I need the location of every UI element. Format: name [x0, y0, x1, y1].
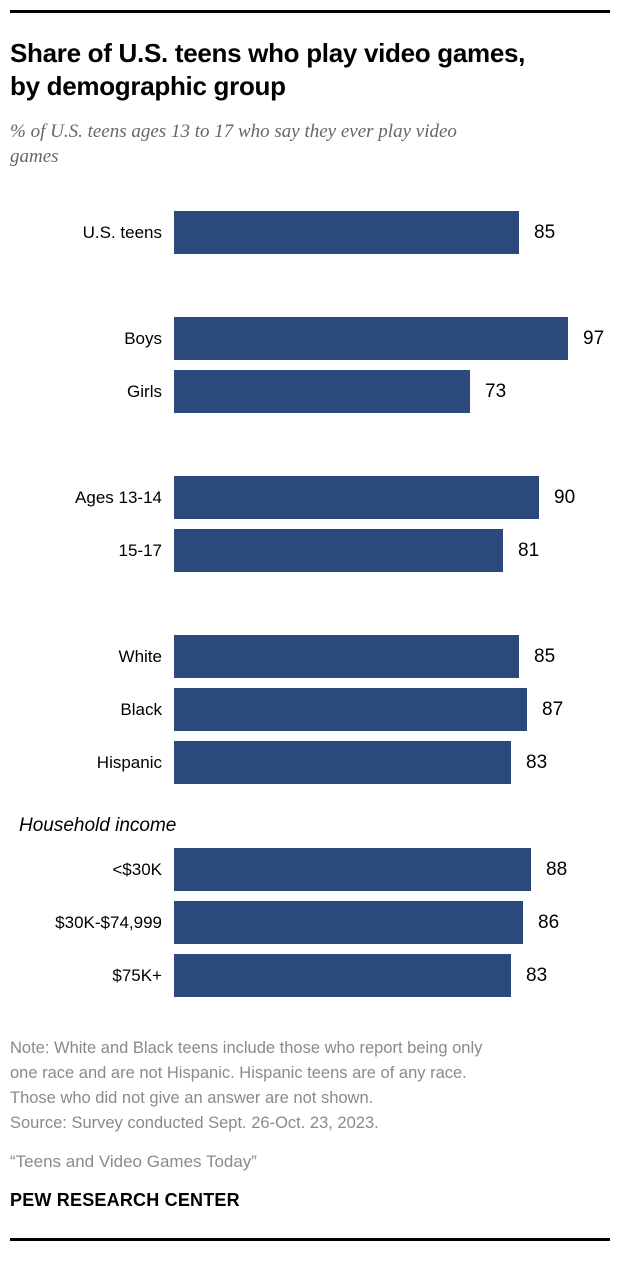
- page-title: Share of U.S. teens who play video games…: [10, 38, 526, 102]
- footer: Note: White and Black teens include thos…: [10, 1036, 610, 1211]
- bar-row: Hispanic 83: [10, 741, 610, 785]
- bar-label: White: [118, 646, 162, 666]
- bar: [174, 635, 519, 679]
- page-subtitle: % of U.S. teens ages 13 to 17 who say th…: [10, 120, 457, 167]
- bar-label: Girls: [127, 381, 162, 401]
- note-line: Note: White and Black teens include thos…: [10, 1039, 483, 1058]
- bar-value: 83: [526, 964, 548, 986]
- bar-chart: U.S. teens 85 Boys 97 Girls 73 Ages 13-1…: [10, 211, 610, 998]
- bar-value: 88: [546, 858, 568, 880]
- bar-row: Ages 13-14 90: [10, 476, 610, 520]
- bar-label: $30K-$74,999: [55, 912, 162, 932]
- bar: [174, 688, 527, 732]
- chart-group-income: Household income <$30K 88 $30K-$74,999 8…: [10, 815, 610, 998]
- bar-row: Girls 73: [10, 370, 610, 414]
- bar-label: 15-17: [118, 540, 162, 560]
- bottom-rule: [10, 1238, 610, 1242]
- source-line: Source: Survey conducted Sept. 26-Oct. 2…: [10, 1114, 379, 1133]
- bar-label: $75K+: [112, 965, 162, 985]
- bar-row: Black 87: [10, 688, 610, 732]
- bar-row: <$30K 88: [10, 848, 610, 892]
- chart-group-age: Ages 13-14 90 15-17 81: [10, 476, 610, 573]
- bar-value: 87: [542, 698, 564, 720]
- chart-group-overall: U.S. teens 85: [10, 211, 610, 255]
- bar-row: U.S. teens 85: [10, 211, 610, 255]
- note-line: one race and are not Hispanic. Hispanic …: [10, 1064, 467, 1083]
- chart-group-gender: Boys 97 Girls 73: [10, 317, 610, 414]
- bar: [174, 901, 523, 945]
- bar-value: 83: [526, 751, 548, 773]
- chart-group-race: White 85 Black 87 Hispanic 83: [10, 635, 610, 785]
- bar-value: 86: [538, 911, 560, 933]
- bar-row: $75K+ 83: [10, 954, 610, 998]
- bar-value: 85: [534, 645, 556, 667]
- bar-label: Hispanic: [96, 752, 162, 772]
- bar: [174, 476, 539, 520]
- bar-label: <$30K: [112, 859, 162, 879]
- bar: [174, 317, 568, 361]
- bar-value: 81: [518, 539, 540, 561]
- bar: [174, 211, 519, 255]
- top-rule: [10, 10, 610, 13]
- bar-row: White 85: [10, 635, 610, 679]
- bar-label: Boys: [124, 328, 162, 348]
- bar: [174, 954, 511, 998]
- bar-value: 73: [485, 380, 507, 402]
- org-name: PEW RESEARCH CENTER: [10, 1190, 240, 1211]
- bar-label: Ages 13-14: [75, 487, 162, 507]
- bar-value: 85: [534, 221, 556, 243]
- bar: [174, 741, 511, 785]
- bar-value: 97: [583, 327, 605, 349]
- group-header-household-income: Household income: [19, 815, 177, 837]
- bar-row: $30K-$74,999 86: [10, 901, 610, 945]
- bar-row: Boys 97: [10, 317, 610, 361]
- bar: [174, 529, 503, 573]
- bar-row: 15-17 81: [10, 529, 610, 573]
- bar: [174, 370, 470, 414]
- bar-label: Black: [120, 699, 162, 719]
- bar-label: U.S. teens: [82, 222, 162, 242]
- bar-value: 90: [554, 486, 576, 508]
- report-title: “Teens and Video Games Today”: [10, 1152, 257, 1172]
- bar: [174, 848, 531, 892]
- note-line: Those who did not give an answer are not…: [10, 1089, 374, 1108]
